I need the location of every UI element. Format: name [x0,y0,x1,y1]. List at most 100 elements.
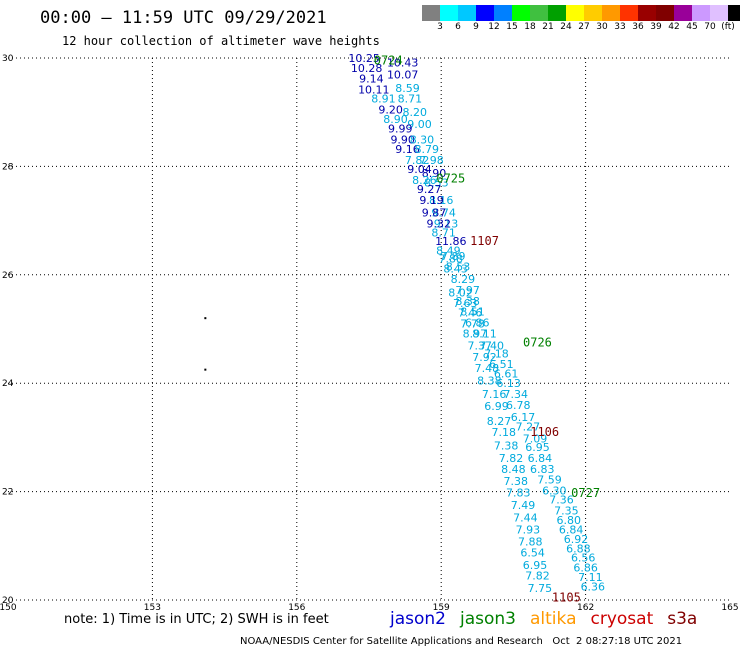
scale-label: 18 [524,22,536,32]
page-title: 00:00 – 11:59 UTC 09/29/2021 [40,8,327,28]
scale-label: 39 [650,22,662,32]
wave-height-label: 6.95 [523,559,548,572]
wave-height-label: 8.30 [410,133,435,146]
wave-height-label: 7.49 [511,499,536,512]
wave-height-label: 7.92 [472,351,497,364]
wave-height-label: 8.48 [501,463,526,476]
wave-height-label: 10.11 [358,83,390,96]
wave-height-label: 9.14 [359,73,384,86]
wave-height-label: 7.09 [523,432,548,445]
scale-swatch [440,5,458,21]
wave-height-label: 8.26 [412,174,437,187]
wave-height-label: 6.84 [528,452,553,465]
satellite-jason3: jason3 [460,609,516,629]
satellite-s3a: s3a [667,609,698,629]
scale-swatch [566,5,584,21]
island-dot [204,317,207,320]
scale-swatch [620,5,638,21]
wave-height-label: 8.49 [436,244,461,257]
wave-height-label: 6.99 [484,400,509,413]
wave-height-label: 7.18 [492,426,517,439]
scale-swatch [494,5,512,21]
scale-swatch [638,5,656,21]
wave-height-label: 9.20 [378,103,403,116]
wave-height-label: 7.59 [537,474,562,487]
wave-height-label: 9.99 [388,122,413,135]
wave-height-label: 8.11 [472,327,497,340]
wave-height-label: 7.88 [518,535,543,548]
wave-height-label: 9.32 [427,217,452,230]
wave-height-map: 150 153 156 159 162 165 30 28 26 24 22 20 10.25 10.43… [0,52,739,610]
wave-height-label: 6.51 [489,358,514,371]
wave-height-label: 7.82 [499,452,524,465]
scale-label: 30 [596,22,608,32]
pass-time-label: 1106 [530,425,559,439]
wave-height-label: 6.92 [564,533,589,546]
wave-height-label: 6.56 [571,552,596,565]
wave-height-label: 6.80 [557,514,582,527]
wave-height-label: 9.13 [434,217,459,230]
satellite-jason2: jason2 [390,609,446,629]
scale-label: 24 [560,22,572,32]
lat-tick-label: 30 [2,54,14,64]
wave-height-label: 7.38 [494,440,519,453]
wave-height-label: 8.27 [487,415,512,428]
wave-height-label: 10.43 [387,56,419,69]
lat-tick-label: 22 [2,488,13,498]
wave-height-label: 8.79 [415,143,440,156]
wave-height-label: 7.82 [525,570,550,583]
lon-tick-label: 159 [433,603,450,610]
wave-height-label: 11.86 [435,235,467,248]
page-subtitle: 12 hour collection of altimeter wave hei… [62,34,380,48]
wave-height-label: 7.16 [482,388,507,401]
wave-height-label: 7.93 [516,524,541,537]
scale-label: 6 [455,22,461,32]
scale-swatch [530,5,548,21]
wave-height-label: 8.53 [446,261,471,274]
wave-height-label: 6.36 [581,580,606,593]
lon-tick-label: 150 [0,603,17,610]
wave-height-label: 8.16 [429,194,454,207]
lat-tick-label: 28 [2,162,14,172]
satellite-altika: altika [530,609,577,629]
wave-height-label: 9.90 [390,133,415,146]
scale-swatch [512,5,530,21]
lat-tick-label: 20 [2,596,14,606]
wave-height-label: 6.17 [511,411,536,424]
wave-height-label: 8.43 [443,262,468,275]
wave-height-label: 6.61 [494,367,519,380]
wave-height-label: 8.97 [463,327,488,340]
wave-height-label: 8.71 [431,227,456,240]
wave-height-label: 7.18 [484,347,509,360]
wave-height-label: 7.11 [578,571,603,584]
wave-height-label: 9.27 [417,183,442,196]
scale-swatch [602,5,620,21]
scale-label: 33 [614,22,626,32]
wave-height-label: 8.38 [477,374,502,387]
scale-swatch [728,5,740,21]
wave-height-label: 7.75 [528,582,553,595]
wave-height-label: 7.83 [506,487,531,500]
lat-tick-label: 26 [2,271,14,281]
wave-height-label: 8.38 [455,295,480,308]
wave-height-label: 7.36 [549,494,574,507]
footer-credit: NOAA/NESDIS Center for Satellite Applica… [240,636,683,647]
wave-height-label: 6.30 [542,485,567,498]
wave-height-label: 9.19 [419,194,444,207]
scale-swatch [674,5,692,21]
wave-height-label: 6.88 [566,543,591,556]
wave-height-label: 6.54 [520,546,545,559]
pass-time-label: 1107 [470,234,499,248]
pass-time-label: 0727 [571,486,600,500]
wave-height-label: 8.53 [424,177,449,190]
scale-swatch [422,5,440,21]
scale-label: 27 [578,22,590,32]
satellite-legend: jason2 jason3 altika cryosat s3a [390,609,711,629]
lon-tick-label: 162 [577,603,594,610]
wave-height-label: 8.90 [422,167,447,180]
wave-height-label: 7.98 [419,154,444,167]
wave-height-label: 6.78 [506,399,531,412]
wave-height-label: 7.78 [460,318,485,331]
scale-swatch [710,5,728,21]
wave-height-label: 6.95 [525,441,550,454]
